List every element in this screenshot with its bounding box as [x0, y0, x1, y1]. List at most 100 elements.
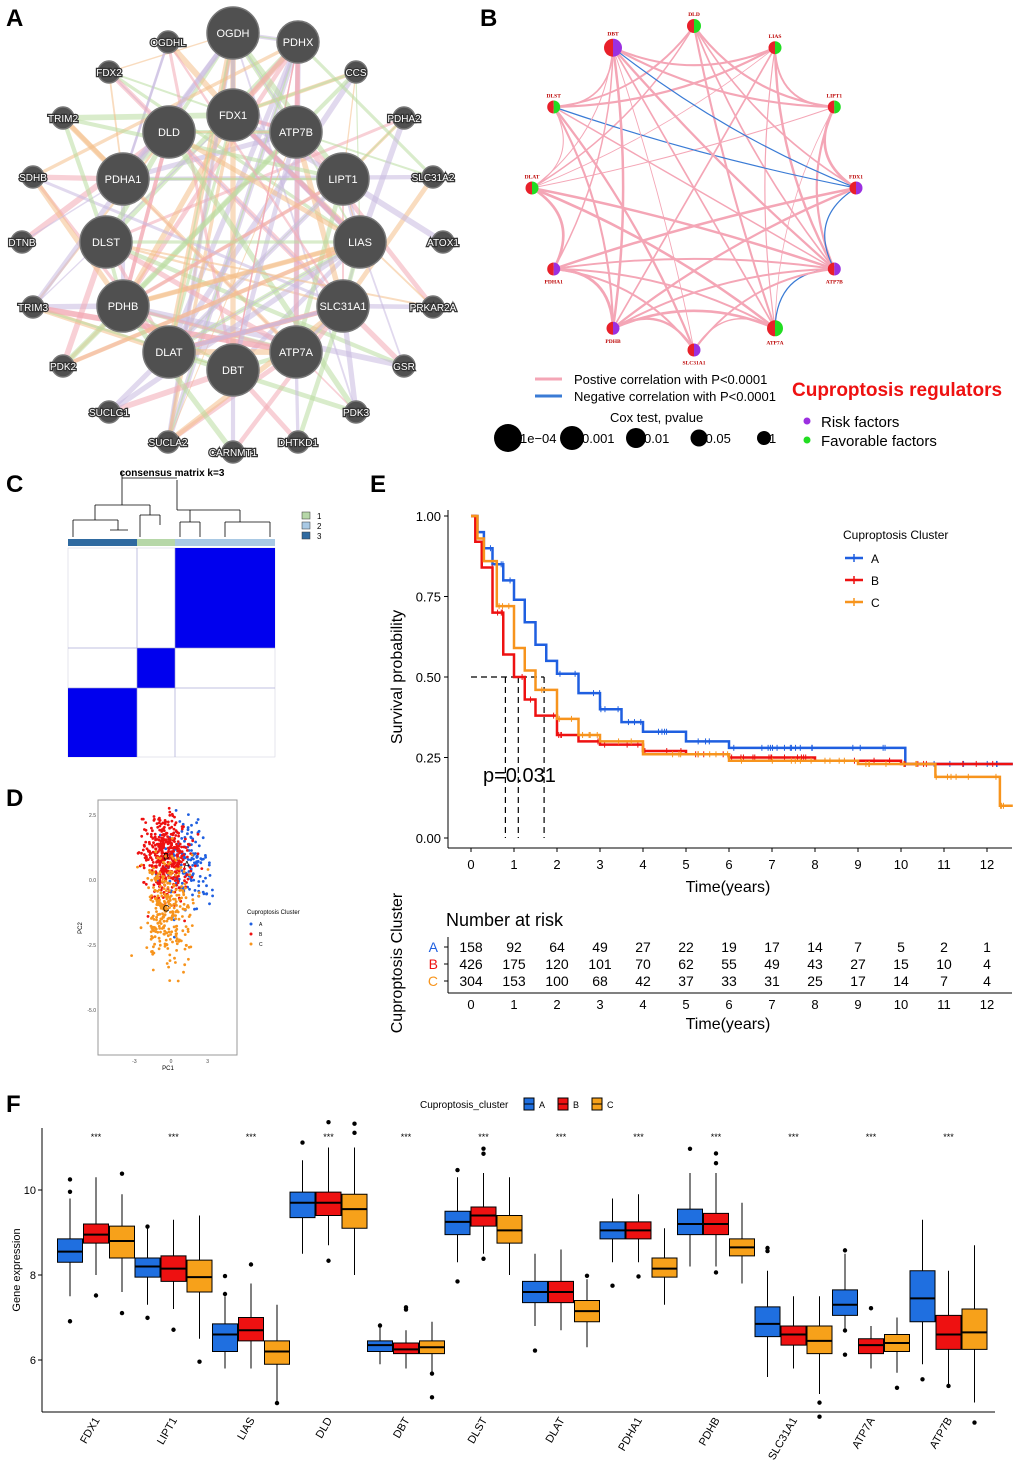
gene-label: DLST: [466, 1415, 491, 1446]
significance-label: ***: [168, 1132, 179, 1142]
pca-ytick: -2.5: [87, 943, 96, 949]
km-legend-label: C: [871, 596, 880, 610]
node-circle: [269, 105, 323, 159]
pca-point: [165, 962, 169, 965]
pca-point: [157, 850, 160, 853]
pca-point: [162, 914, 166, 918]
pca-point: [197, 884, 201, 888]
pca-point: [195, 821, 199, 825]
positive-correlation-edge: [553, 47, 614, 108]
outlier-point: [894, 1385, 900, 1390]
network-node-trim3: TRIM3: [17, 295, 50, 319]
pca-point: [153, 942, 157, 946]
box-b: [160, 1219, 187, 1332]
node-label: ATP7B: [279, 127, 313, 139]
cox-size-label: 0.05: [706, 431, 731, 446]
legend-label-2: 2: [317, 522, 322, 531]
pca-point: [201, 836, 205, 840]
pca-point: [154, 878, 157, 881]
pca-point: [162, 875, 166, 879]
pca-point: [169, 876, 173, 880]
pca-point: [174, 900, 178, 903]
pca-point: [175, 942, 179, 946]
km-ytick-label: 0.50: [416, 670, 441, 685]
pca-point: [147, 911, 151, 914]
pca-xlabel: PC1: [162, 1066, 174, 1072]
node-label: LIPT1: [328, 174, 357, 186]
pca-point: [163, 903, 167, 907]
node-label: PDK3: [343, 408, 370, 419]
consensus-block-2: [175, 548, 275, 648]
outlier-point: [842, 1248, 848, 1253]
pca-point: [150, 826, 153, 830]
pca-point: [176, 881, 180, 885]
pca-point: [156, 856, 160, 860]
cluster-bar-2: [175, 539, 275, 546]
cox-size-label: 1: [769, 431, 776, 446]
boxplot-ylabel: Gene expression: [11, 1228, 23, 1311]
pca-point: [180, 896, 184, 900]
positive-correlation-edge: [612, 46, 776, 67]
outlier-point: [481, 1151, 486, 1156]
legend-swatch-3: [301, 531, 311, 540]
pca-point: [148, 864, 152, 867]
risk-cell: 153: [502, 973, 526, 989]
boxplot-legend-title: Cuproptosis_cluster: [420, 1100, 509, 1111]
pca-point: [165, 931, 169, 935]
outlier-point: [920, 1377, 925, 1382]
pca-point: [208, 902, 211, 906]
box-body: [909, 1270, 936, 1323]
risk-table-xlabel: Time(years): [686, 1016, 771, 1033]
pca-point: [174, 873, 178, 877]
box-b: [83, 1177, 109, 1298]
pca-point: [142, 881, 146, 884]
node-label: SDHB: [19, 173, 47, 184]
pca-point: [167, 876, 171, 880]
node-label: PDHB: [605, 339, 621, 345]
pca-point: [151, 829, 154, 833]
pca-point: [187, 915, 191, 918]
outlier-point: [429, 1371, 435, 1376]
pca-point: [161, 846, 165, 850]
pca-point: [162, 827, 166, 830]
box-body: [780, 1325, 807, 1346]
pca-point: [158, 943, 162, 947]
pca-point: [175, 932, 179, 935]
cox-size-label: 0.001: [582, 431, 615, 446]
node-half-left: [547, 262, 554, 276]
network-edge: [121, 131, 171, 307]
risk-cell: 5: [897, 939, 905, 955]
network-node-fdx1: FDX1: [206, 88, 260, 142]
gene-group-dbt: *** DBT: [367, 1132, 445, 1441]
pca-point: [177, 893, 181, 897]
pca-point: [182, 891, 185, 894]
node-label: CCS: [345, 68, 366, 79]
pca-point: [136, 851, 140, 855]
network-node-ccs: CCS: [344, 60, 368, 84]
gene-group-lipt1: *** LIPT1: [134, 1132, 213, 1447]
pca-point: [158, 857, 162, 860]
pca-point: [141, 817, 145, 821]
pca-point: [160, 880, 164, 883]
network-node-dtnb: DTNB: [7, 230, 37, 254]
risk-cell: 7: [854, 939, 862, 955]
node-circle: [392, 106, 416, 130]
correlation-node-fdx1: FDX1: [849, 175, 863, 195]
boxplot-legend-label: B: [573, 1100, 579, 1110]
pca-point: [186, 855, 189, 859]
pca-point: [166, 947, 170, 950]
pca-point: [154, 865, 158, 869]
risk-xtick-label: 3: [596, 997, 603, 1012]
pca-point: [150, 858, 154, 862]
pca-point: [181, 858, 185, 862]
pca-point: [190, 924, 194, 927]
km-xtick-label: 0: [467, 857, 474, 872]
risk-xtick-label: 0: [467, 997, 474, 1012]
pca-point: [174, 865, 178, 868]
pca-point: [174, 914, 178, 917]
pca-point: [192, 878, 196, 882]
pca-legend-label: C: [259, 942, 263, 948]
risk-xtick-label: 5: [682, 997, 689, 1012]
box-a: [599, 1198, 626, 1288]
